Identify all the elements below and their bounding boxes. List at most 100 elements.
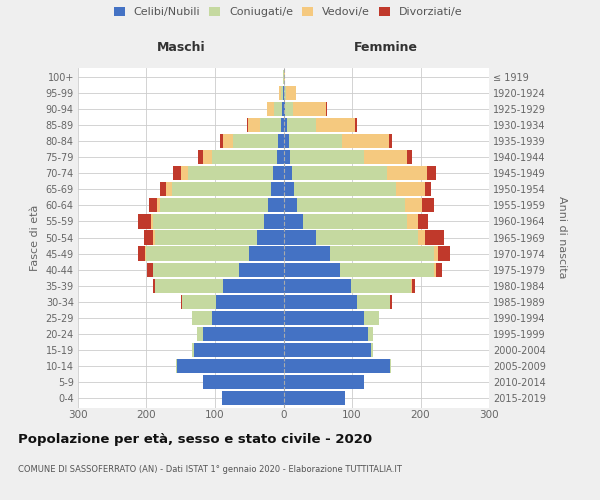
Bar <box>260 118 281 132</box>
Bar <box>297 198 406 212</box>
Bar <box>149 198 157 212</box>
Bar <box>389 358 391 373</box>
Bar <box>248 118 260 132</box>
Bar <box>411 278 412 292</box>
Bar <box>247 118 248 132</box>
Bar <box>220 134 223 148</box>
Bar <box>350 278 411 292</box>
Bar <box>283 70 284 84</box>
Bar <box>284 198 297 212</box>
Bar <box>289 134 343 148</box>
Bar <box>277 150 284 164</box>
Bar <box>284 182 295 196</box>
Bar <box>293 102 326 117</box>
Bar <box>330 246 434 260</box>
Bar <box>427 166 436 180</box>
Bar <box>284 342 371 357</box>
Bar <box>284 358 389 373</box>
Bar <box>182 294 217 308</box>
Bar <box>284 310 364 324</box>
Bar <box>284 150 290 164</box>
Bar <box>233 134 278 148</box>
Bar <box>437 246 450 260</box>
Bar <box>283 86 284 100</box>
Bar <box>197 326 203 341</box>
Bar <box>407 150 412 164</box>
Bar <box>212 310 284 324</box>
Bar <box>281 86 283 100</box>
Bar <box>193 342 194 357</box>
Bar <box>188 166 273 180</box>
Bar <box>176 358 178 373</box>
Bar <box>286 86 296 100</box>
Bar <box>212 150 277 164</box>
Bar <box>217 294 284 308</box>
Bar <box>152 262 154 276</box>
Bar <box>155 278 223 292</box>
Bar <box>387 166 427 180</box>
Bar <box>292 166 387 180</box>
Bar <box>138 246 145 260</box>
Bar <box>273 166 284 180</box>
Bar <box>280 86 281 100</box>
Bar <box>281 118 284 132</box>
Bar <box>284 230 316 244</box>
Bar <box>434 246 437 260</box>
Bar <box>146 246 249 260</box>
Bar <box>284 246 330 260</box>
Bar <box>406 198 422 212</box>
Bar <box>282 102 284 117</box>
Bar <box>181 294 182 308</box>
Legend: Celibi/Nubili, Coniugati/e, Vedovi/e, Divorziati/e: Celibi/Nubili, Coniugati/e, Vedovi/e, Di… <box>113 6 463 17</box>
Bar <box>389 134 392 148</box>
Bar <box>425 182 431 196</box>
Y-axis label: Fasce di età: Fasce di età <box>30 204 40 270</box>
Bar <box>284 294 358 308</box>
Bar <box>396 182 425 196</box>
Bar <box>268 198 284 212</box>
Bar <box>181 166 188 180</box>
Bar <box>154 214 265 228</box>
Bar <box>284 102 285 117</box>
Bar <box>152 230 155 244</box>
Bar <box>145 230 152 244</box>
Bar <box>166 182 172 196</box>
Bar <box>160 182 166 196</box>
Bar <box>284 118 287 132</box>
Bar <box>145 246 146 260</box>
Text: COMUNE DI SASSOFERRATO (AN) - Dati ISTAT 1° gennaio 2020 - Elaborazione TUTTITAL: COMUNE DI SASSOFERRATO (AN) - Dati ISTAT… <box>18 466 402 474</box>
Bar <box>223 278 284 292</box>
Text: Femmine: Femmine <box>354 41 418 54</box>
Bar <box>391 294 392 308</box>
Bar <box>172 182 271 196</box>
Bar <box>355 118 357 132</box>
Bar <box>257 230 284 244</box>
Bar <box>203 150 212 164</box>
Bar <box>223 134 233 148</box>
Bar <box>147 262 152 276</box>
Bar <box>284 391 345 405</box>
Bar <box>284 278 350 292</box>
Bar <box>284 70 285 84</box>
Bar <box>422 198 434 212</box>
Bar <box>157 198 160 212</box>
Bar <box>152 278 155 292</box>
Bar <box>138 214 151 228</box>
Bar <box>284 375 364 389</box>
Bar <box>222 391 284 405</box>
Bar <box>371 342 373 357</box>
Bar <box>203 326 284 341</box>
Bar <box>368 326 373 341</box>
Bar <box>285 102 293 117</box>
Text: Popolazione per età, sesso e stato civile - 2020: Popolazione per età, sesso e stato civil… <box>18 432 372 446</box>
Bar <box>160 198 268 212</box>
Bar <box>249 246 284 260</box>
Bar <box>340 262 434 276</box>
Bar <box>364 150 407 164</box>
Bar <box>316 118 355 132</box>
Bar <box>407 214 418 228</box>
Bar <box>173 166 181 180</box>
Bar <box>434 262 436 276</box>
Bar <box>267 102 274 117</box>
Bar <box>151 214 154 228</box>
